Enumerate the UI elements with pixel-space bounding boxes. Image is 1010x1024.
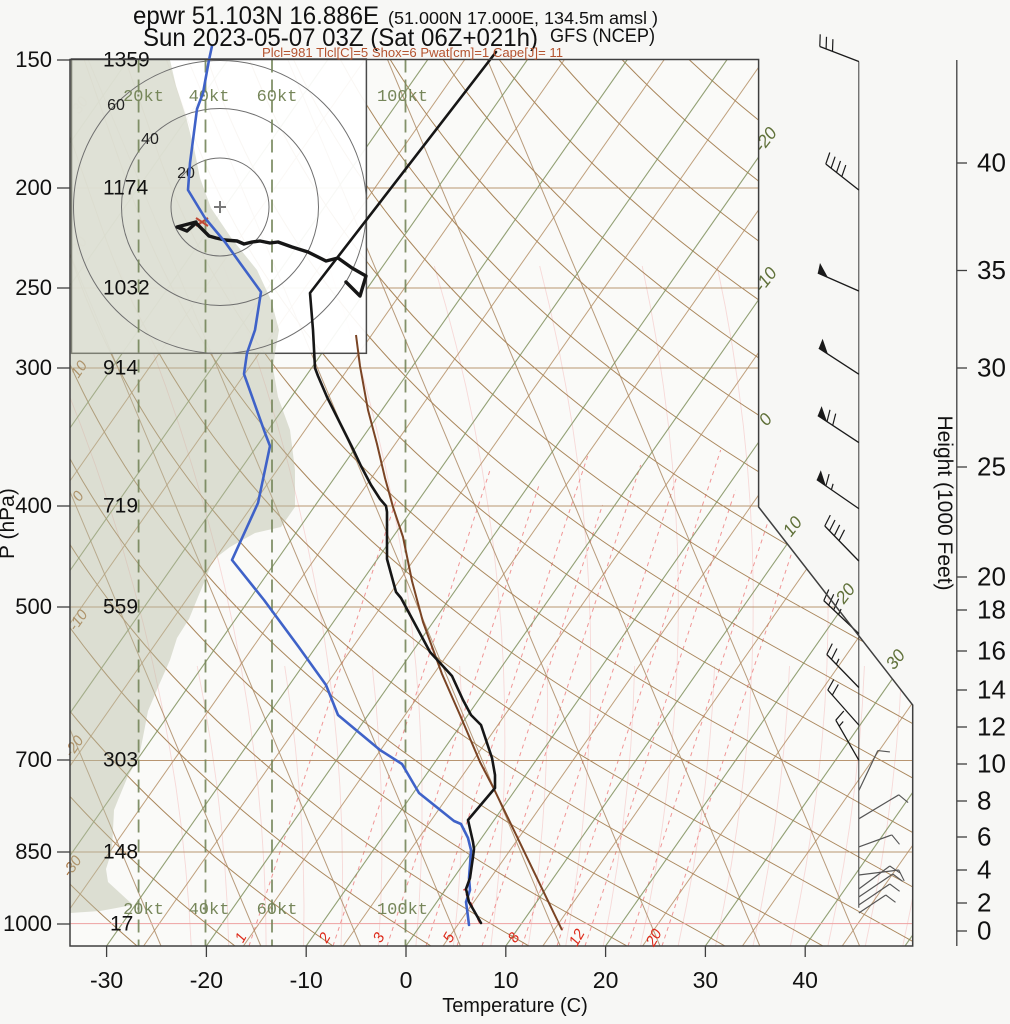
svg-text:10: 10 <box>493 967 519 993</box>
svg-text:20: 20 <box>593 967 619 993</box>
svg-text:20: 20 <box>177 165 195 182</box>
svg-text:40: 40 <box>792 967 818 993</box>
svg-text:100kt: 100kt <box>377 901 428 920</box>
svg-text:300: 300 <box>15 355 52 380</box>
svg-text:200: 200 <box>15 175 52 200</box>
svg-text:14: 14 <box>977 675 1006 705</box>
svg-text:30: 30 <box>977 353 1006 383</box>
svg-text:40kt: 40kt <box>189 901 230 920</box>
svg-text:1174: 1174 <box>103 177 148 200</box>
svg-text:4: 4 <box>977 855 991 885</box>
svg-text:719: 719 <box>103 495 138 518</box>
svg-text:18: 18 <box>977 595 1006 625</box>
svg-text:2: 2 <box>977 888 991 918</box>
svg-text:10: 10 <box>977 749 1006 779</box>
svg-text:16: 16 <box>977 636 1006 666</box>
svg-text:-10: -10 <box>290 967 323 993</box>
svg-text:60kt: 60kt <box>257 88 298 107</box>
svg-text:850: 850 <box>15 839 52 864</box>
svg-text:Height (1000 Feet): Height (1000 Feet) <box>933 415 956 590</box>
svg-text:(51.000N 17.000E, 134.5m amsl: (51.000N 17.000E, 134.5m amsl ) <box>388 8 658 28</box>
svg-text:250: 250 <box>15 275 52 300</box>
svg-text:150: 150 <box>15 47 52 72</box>
svg-text:epwr 51.103N 16.886E: epwr 51.103N 16.886E <box>133 2 379 30</box>
svg-text:17: 17 <box>110 913 133 936</box>
svg-text:12: 12 <box>977 712 1006 742</box>
svg-text:303: 303 <box>103 749 138 772</box>
svg-text:1032: 1032 <box>103 277 150 300</box>
svg-text:500: 500 <box>15 594 52 619</box>
svg-text:0: 0 <box>400 967 413 993</box>
svg-text:-30: -30 <box>90 967 123 993</box>
svg-text:60kt: 60kt <box>257 901 298 920</box>
svg-text:6: 6 <box>977 822 991 852</box>
svg-text:30: 30 <box>693 967 719 993</box>
svg-text:40: 40 <box>141 131 159 148</box>
svg-text:0: 0 <box>977 916 991 946</box>
svg-text:P (hPa): P (hPa) <box>0 488 19 559</box>
svg-text:60: 60 <box>107 97 125 114</box>
svg-text:8: 8 <box>977 786 991 816</box>
svg-text:Plcl=981 Tlcl[C]=5 Shox=6 Pwat: Plcl=981 Tlcl[C]=5 Shox=6 Pwat[cm]=1 Cap… <box>262 46 563 60</box>
svg-text:20: 20 <box>642 926 666 950</box>
svg-text:-20: -20 <box>190 967 223 993</box>
svg-text:100kt: 100kt <box>377 88 428 107</box>
svg-text:559: 559 <box>103 596 138 619</box>
svg-text:Temperature (C): Temperature (C) <box>442 995 588 1017</box>
svg-text:12: 12 <box>566 926 589 950</box>
svg-text:20kt: 20kt <box>123 901 164 920</box>
svg-text:20kt: 20kt <box>123 88 164 107</box>
svg-text:GFS (NCEP): GFS (NCEP) <box>550 26 655 47</box>
svg-text:1000: 1000 <box>3 911 52 936</box>
svg-text:35: 35 <box>977 255 1006 285</box>
svg-text:20: 20 <box>977 562 1006 592</box>
svg-text:700: 700 <box>15 747 52 772</box>
svg-text:148: 148 <box>103 841 138 864</box>
svg-text:40kt: 40kt <box>189 88 230 107</box>
svg-text:914: 914 <box>103 357 138 380</box>
svg-text:Sun 2023-05-07 03Z (Sat 06Z+02: Sun 2023-05-07 03Z (Sat 06Z+021h) <box>143 24 538 52</box>
svg-text:25: 25 <box>977 452 1006 482</box>
svg-text:40: 40 <box>977 148 1006 178</box>
svg-text:400: 400 <box>15 493 52 518</box>
